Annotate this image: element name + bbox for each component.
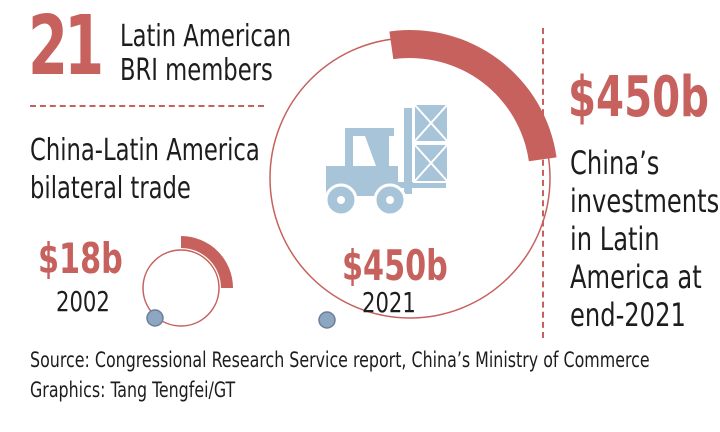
investment-line: end-2021 xyxy=(570,296,686,334)
ring-2002 xyxy=(142,236,233,327)
investment-line: in Latin xyxy=(570,220,660,258)
members-label-line2: BRI members xyxy=(120,53,273,88)
investment-label: China’s investments in Latin America at … xyxy=(570,144,719,334)
investment-value: $450b xyxy=(568,65,710,130)
investment-line: China’s xyxy=(570,144,660,182)
divider-horizontal xyxy=(30,105,264,107)
credit-text: Graphics: Tang Tengfei/GT xyxy=(30,378,236,402)
trade-title: China-Latin America bilateral trade xyxy=(30,132,260,208)
forklift-icon xyxy=(324,103,449,217)
investment-line: America at xyxy=(570,258,702,296)
source-text: Source: Congressional Research Service r… xyxy=(30,348,650,372)
ring-2021-knob xyxy=(318,311,336,329)
ring-2002-arc xyxy=(181,236,233,288)
ring-2021-arc xyxy=(389,30,557,162)
trade-year-2021: 2021 xyxy=(362,286,416,319)
trade-title-line2: bilateral trade xyxy=(30,171,191,206)
members-label-line1: Latin American xyxy=(120,19,292,54)
trade-value-2021: $450b xyxy=(342,241,448,290)
members-label: Latin American BRI members xyxy=(120,20,291,88)
trade-year-2002: 2002 xyxy=(56,285,110,318)
footer: Source: Congressional Research Service r… xyxy=(30,345,650,405)
members-count: 21 xyxy=(28,0,104,94)
ring-2002-knob xyxy=(146,309,164,327)
investment-line: investments xyxy=(570,182,720,220)
divider-vertical xyxy=(542,28,544,338)
ring-2021 xyxy=(269,30,557,329)
trade-title-line1: China-Latin America xyxy=(30,133,260,168)
trade-value-2002: $18b xyxy=(38,234,123,283)
